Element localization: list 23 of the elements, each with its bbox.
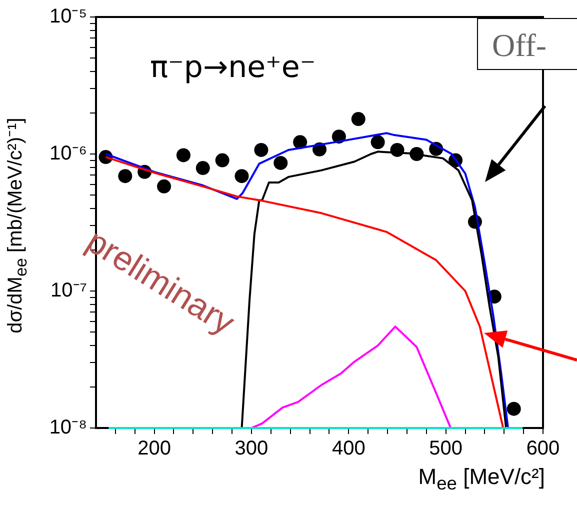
x-tick-label: 200: [138, 438, 171, 460]
point: [506, 402, 521, 416]
text: π⁻p→ne⁺e⁻: [150, 50, 316, 85]
point: [370, 135, 385, 150]
x-tick-label: 400: [332, 438, 366, 460]
point: [215, 153, 230, 168]
point: [351, 112, 366, 126]
y-tick-label: 10⁻⁵: [49, 6, 87, 28]
point: [274, 156, 288, 170]
point: [118, 169, 132, 184]
point: [196, 161, 210, 176]
point: [254, 142, 268, 157]
x-tick-label: 500: [429, 438, 463, 460]
point: [157, 179, 172, 194]
x-tick-label: 600: [526, 438, 560, 460]
x-tick-label: 300: [234, 438, 268, 460]
point: [234, 169, 249, 184]
y-tick-label: 10⁻⁶: [50, 142, 87, 165]
y-tick-label: 10⁻⁸: [49, 416, 87, 439]
annotation: Off-: [477, 18, 577, 70]
x-axis-title: M$_{ee}$ [MeV/c²]: [418, 464, 545, 494]
point: [293, 135, 308, 150]
point: [176, 148, 190, 162]
